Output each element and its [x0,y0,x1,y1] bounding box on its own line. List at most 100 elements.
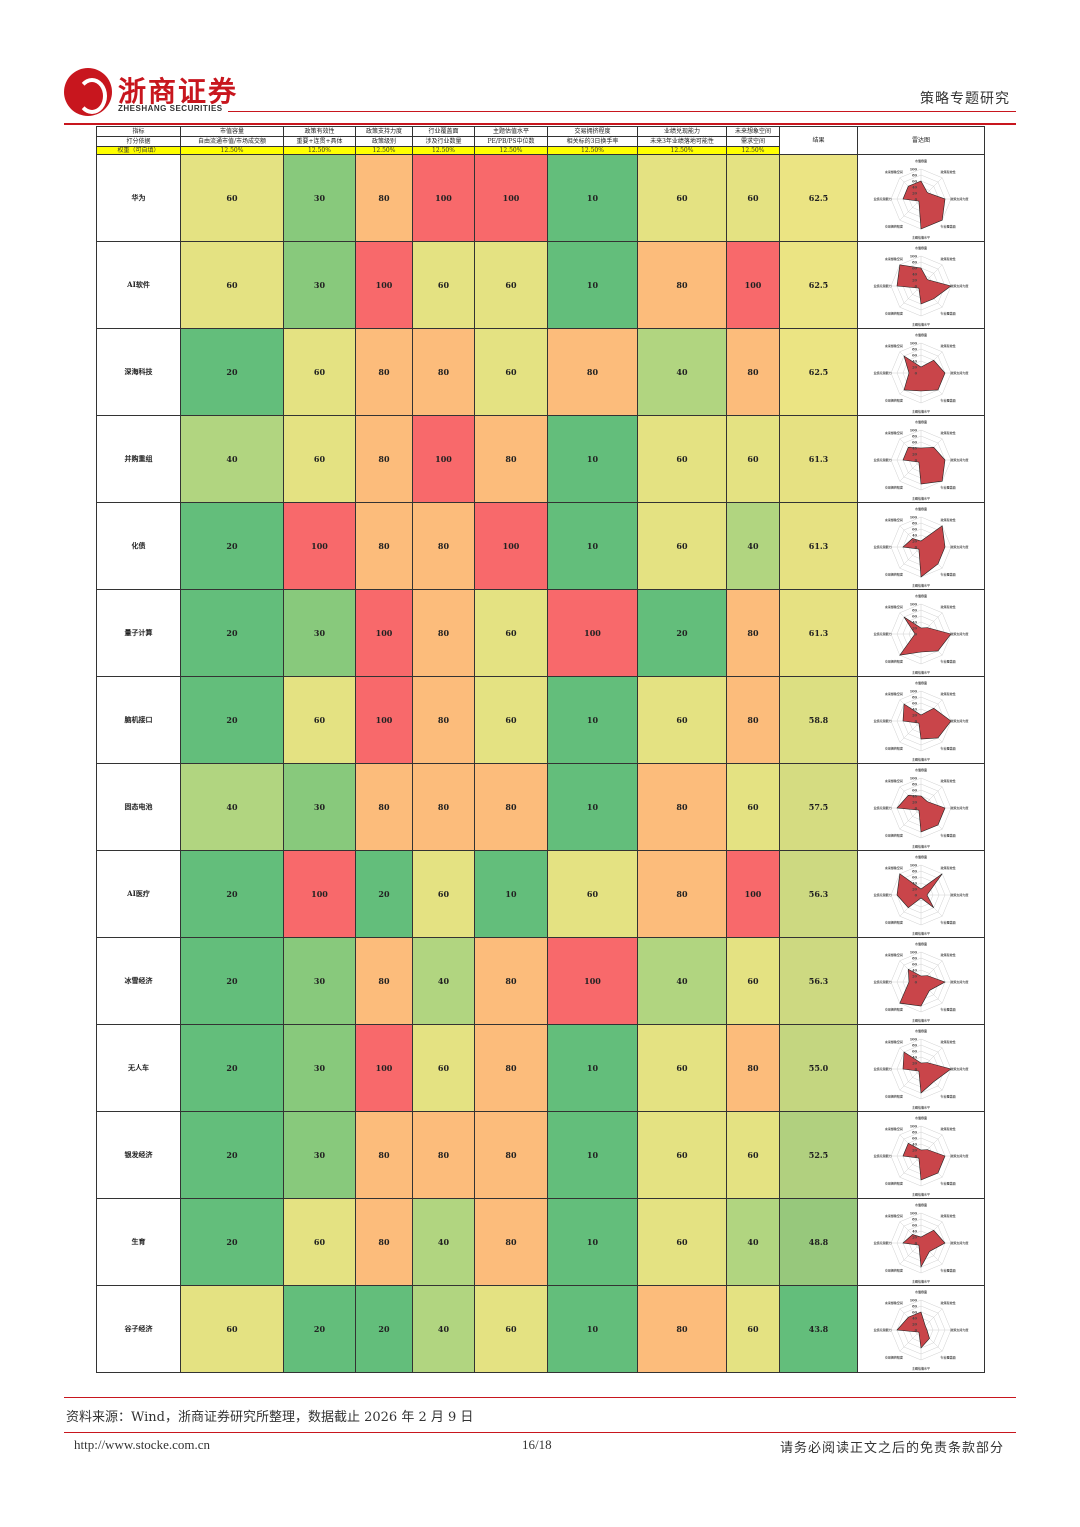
score-cell: 80 [355,502,413,590]
radar-tick-label: 20 [912,888,917,892]
radar-tick-label: 40 [912,1056,917,1060]
result-cell: 52.5 [779,1111,858,1199]
radar-tick-label: 20 [912,540,917,544]
radar-axis-label: 市值容量 [915,1202,927,1207]
radar-axis-label: 政策支持力度 [950,457,969,462]
radar-tick-label: 20 [912,1149,917,1153]
score-cell: 80 [474,1024,548,1112]
score-cell: 80 [726,676,780,764]
radar-axis-label: 主题估值水平 [912,1366,930,1371]
weight-cell: 12.50% [283,146,356,155]
radar-tick-label: 100 [910,1038,918,1042]
radar-axis-label: 政策支持力度 [950,1066,969,1071]
radar-tick-label: 0 [915,807,918,811]
header-cell: 指标 [96,126,181,137]
score-cell: 10 [547,502,638,590]
score-cell: 10 [474,850,548,938]
radar-tick-label: 20 [912,975,917,979]
radar-spoke [899,1068,922,1091]
radar-axis-label: 行业覆盖面 [940,745,956,750]
radar-tick-label: 100 [910,1299,918,1303]
score-cell: 40 [726,502,780,590]
radar-tick-label: 80 [912,1044,917,1048]
radar-tick-label: 40 [912,621,917,625]
score-cell: 80 [412,502,475,590]
radar-axis-label: 行业覆盖面 [940,310,956,315]
theme-name: 无人车 [96,1024,181,1112]
score-cell: 80 [474,763,548,851]
score-cell: 60 [637,676,727,764]
score-cell: 80 [355,328,413,416]
radar-axis-label: 市值容量 [915,767,927,772]
radar-axis-label: 政策有效性 [941,343,956,348]
score-cell: 40 [726,1198,780,1286]
radar-series-area [896,794,946,833]
radar-chart-cell: 100 80 60 40 20 0 市值容量 政策有效性 政策支持力度 行业覆盖面 主题估值水平 交易… [857,154,985,242]
radar-axis-label: 交易拥挤程度 [885,658,904,663]
score-cell: 60 [412,241,475,329]
radar-axis-label: 政策支持力度 [950,718,969,723]
header-cell: 业绩兑现能力 [637,126,727,137]
radar-axis-label: 政策支持力度 [950,196,969,201]
score-cell: 80 [355,1111,413,1199]
score-cell: 80 [474,1198,548,1286]
radar-tick-label: 100 [910,516,918,520]
radar-axis-label: 未来想象空间 [884,169,903,174]
radar-series-area [903,355,946,392]
radar-axis-label: 政策支持力度 [950,805,969,810]
result-cell: 61.3 [779,502,858,590]
score-cell: 10 [547,241,638,329]
company-logo-icon [64,68,112,116]
radar-tick-label: 0 [915,1329,918,1333]
radar-tick-label: 0 [915,894,918,898]
radar-axis-label: 主题估值水平 [912,1018,930,1023]
score-cell: 60 [726,1111,780,1199]
score-cell: 80 [637,1285,727,1373]
radar-axis-label: 交易拥挤程度 [885,571,904,576]
radar-axis-label: 业绩兑现能力 [874,283,892,288]
radar-axis-label: 政策支持力度 [950,979,969,984]
result-cell: 55.0 [779,1024,858,1112]
score-cell: 80 [726,328,780,416]
radar-axis-label: 市值容量 [915,941,927,946]
score-cell: 10 [547,1111,638,1199]
radar-tick-label: 60 [912,789,917,793]
radar-axis-label: 未来想象空间 [884,691,903,696]
score-cell: 60 [474,676,548,764]
radar-tick-label: 80 [912,696,917,700]
radar-axis-label: 未来想象空间 [884,952,903,957]
theme-name: 银发经济 [96,1111,181,1199]
weight-cell: 12.50% [547,146,638,155]
radar-tick-label: 20 [912,801,917,805]
theme-name: 量子计算 [96,589,181,677]
radar-tick-label: 0 [915,1155,918,1159]
theme-name: 固态电池 [96,763,181,851]
radar-axis-label: 主题估值水平 [912,235,930,240]
website-link[interactable]: http://www.stocke.com.cn [74,1437,210,1452]
result-cell: 62.5 [779,241,858,329]
radar-axis-label: 交易拥挤程度 [885,310,904,315]
theme-name: 华为 [96,154,181,242]
radar-chart-cell: 100 80 60 40 20 0 市值容量 政策有效性 政策支持力度 行业覆盖面 主题估值水平 交易… [857,937,985,1025]
radar-axis-label: 政策支持力度 [950,1153,969,1158]
radar-spoke [899,1329,922,1352]
radar-axis-label: 主题估值水平 [912,496,930,501]
result-cell: 62.5 [779,328,858,416]
score-cell: 100 [355,241,413,329]
radar-axis-label: 市值容量 [915,1028,927,1033]
radar-axis-label: 行业覆盖面 [940,1354,956,1359]
weights-row: 权重（可自填） 12.50% 12.50% 12.50% 12.50% 12.5… [96,146,985,155]
radar-series-area [902,1142,946,1181]
score-cell: 60 [726,763,780,851]
radar-axis-label: 未来想象空间 [884,1213,903,1218]
radar-spoke [899,546,922,569]
theme-name: 谷子经济 [96,1285,181,1373]
radar-axis-label: 政策有效性 [941,256,956,261]
radar-axis-label: 交易拥挤程度 [885,1093,904,1098]
radar-axis-label: 未来想象空间 [884,343,903,348]
radar-tick-label: 0 [915,546,918,550]
radar-tick-label: 40 [912,447,917,451]
radar-axis-label: 政策有效性 [941,1039,956,1044]
